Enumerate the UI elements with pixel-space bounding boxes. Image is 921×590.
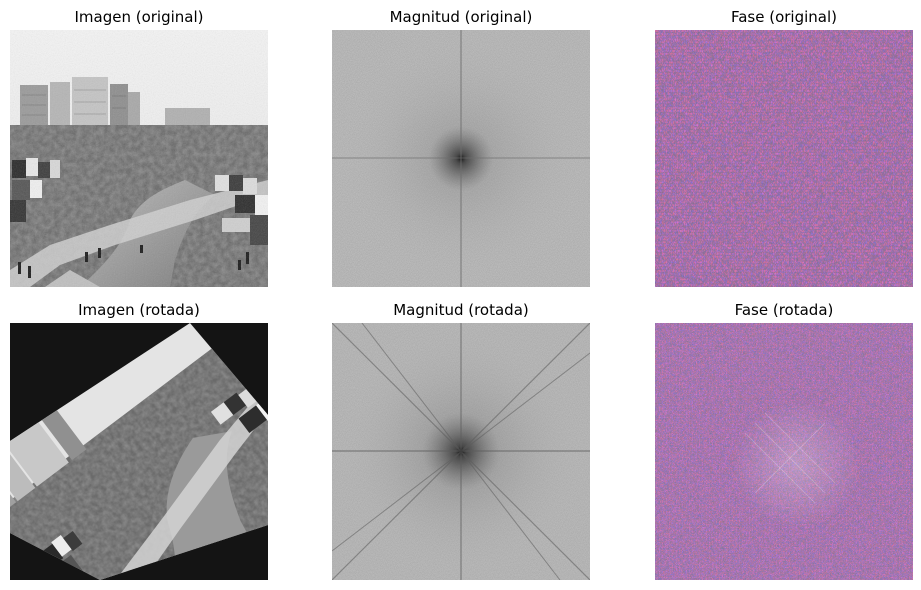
phase-rotated-panel xyxy=(655,323,913,580)
title-phase-original: Fase (original) xyxy=(730,8,838,26)
image-original-panel xyxy=(10,30,268,287)
magnitude-original-panel xyxy=(332,30,590,287)
city-park-photo xyxy=(10,30,268,287)
magnitude-rotated-panel xyxy=(332,323,590,580)
image-rotated-panel xyxy=(10,323,268,580)
title-magnitude-original: Magnitud (original) xyxy=(389,8,533,26)
title-magnitude-rotated: Magnitud (rotada) xyxy=(393,301,529,319)
phase-spectrum-original xyxy=(655,30,913,287)
city-park-photo-rotated xyxy=(10,323,268,580)
phase-spectrum-rotated xyxy=(655,323,913,580)
title-phase-rotated: Fase (rotada) xyxy=(734,301,834,319)
title-image-rotated: Imagen (rotada) xyxy=(78,301,200,319)
magnitude-spectrum-original xyxy=(332,30,590,287)
magnitude-spectrum-rotated xyxy=(332,323,590,580)
phase-original-panel xyxy=(655,30,913,287)
title-image-original: Imagen (original) xyxy=(74,8,204,26)
